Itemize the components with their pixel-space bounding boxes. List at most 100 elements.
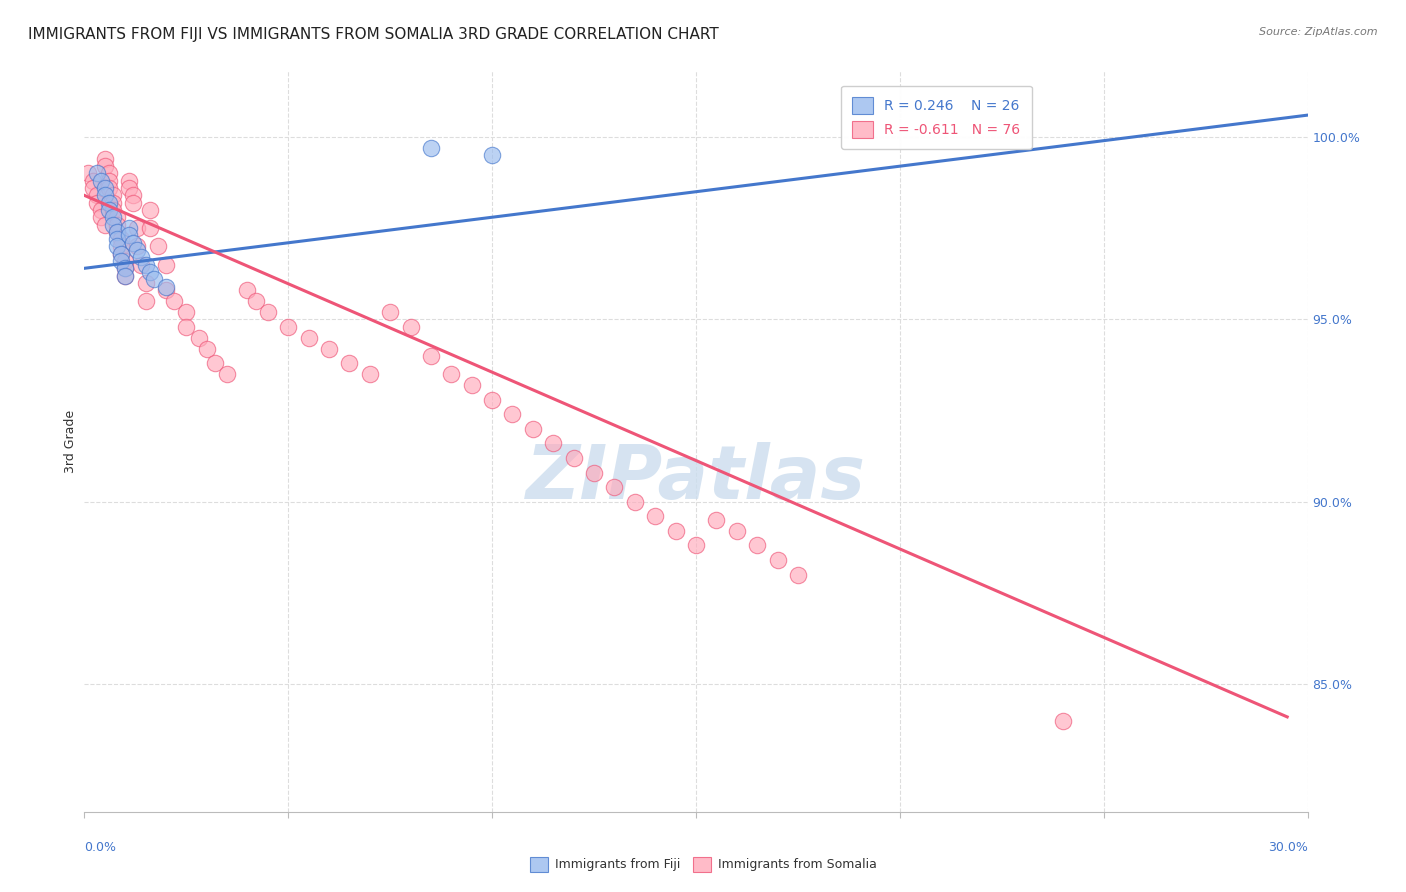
Point	[339, 356, 361, 370]
Point	[155, 283, 177, 297]
Point	[131, 258, 153, 272]
Point	[163, 294, 186, 309]
Point	[236, 283, 259, 297]
Point	[138, 221, 160, 235]
Point	[90, 174, 112, 188]
Point	[174, 305, 197, 319]
Point	[583, 466, 606, 480]
Point	[204, 356, 226, 370]
Point	[82, 181, 104, 195]
Point	[105, 232, 128, 246]
Point	[82, 174, 104, 188]
Point	[122, 235, 145, 250]
Point	[101, 211, 124, 225]
Point	[86, 188, 108, 202]
Point	[93, 181, 115, 195]
Point	[257, 305, 280, 319]
Point	[114, 254, 136, 268]
Point	[502, 407, 524, 421]
Legend: R = 0.246    N = 26, R = -0.611   N = 76: R = 0.246 N = 26, R = -0.611 N = 76	[841, 86, 1032, 149]
Point	[135, 258, 157, 272]
Point	[318, 342, 340, 356]
Point	[155, 258, 177, 272]
Point	[787, 567, 810, 582]
Point	[86, 195, 108, 210]
Point	[277, 319, 299, 334]
Point	[118, 181, 141, 195]
Point	[110, 239, 132, 253]
Point	[101, 195, 124, 210]
Point	[118, 174, 141, 188]
Point	[114, 268, 136, 283]
Point	[155, 279, 177, 293]
Point	[142, 272, 165, 286]
Point	[543, 436, 565, 450]
Point	[174, 319, 197, 334]
Point	[114, 261, 136, 276]
Point	[127, 239, 149, 253]
Point	[420, 141, 443, 155]
Point	[110, 246, 132, 260]
Point	[359, 367, 381, 381]
Point	[217, 367, 239, 381]
Point	[766, 553, 789, 567]
Point	[131, 251, 153, 265]
Point	[1052, 714, 1074, 728]
Point	[77, 166, 100, 180]
Point	[105, 225, 128, 239]
Point	[93, 188, 115, 202]
Point	[110, 254, 132, 268]
Point	[97, 202, 120, 217]
Point	[105, 218, 128, 232]
Point	[522, 422, 544, 436]
Point	[725, 524, 748, 538]
Point	[86, 166, 108, 180]
Point	[90, 211, 112, 225]
Text: 30.0%: 30.0%	[1268, 841, 1308, 855]
Point	[644, 509, 666, 524]
Point	[420, 349, 443, 363]
Point	[685, 539, 707, 553]
Point	[245, 294, 267, 309]
Point	[118, 228, 141, 243]
Point	[135, 276, 157, 290]
Point	[93, 218, 115, 232]
Point	[298, 330, 321, 344]
Point	[101, 202, 124, 217]
Point	[135, 294, 157, 309]
Point	[97, 174, 120, 188]
Point	[122, 188, 145, 202]
Point	[105, 239, 128, 253]
Point	[380, 305, 402, 319]
Point	[440, 367, 463, 381]
Text: ZIPatlas: ZIPatlas	[526, 442, 866, 515]
Point	[195, 342, 218, 356]
Text: 0.0%: 0.0%	[84, 841, 117, 855]
Point	[105, 211, 128, 225]
Point	[97, 166, 120, 180]
Point	[101, 218, 124, 232]
Text: Source: ZipAtlas.com: Source: ZipAtlas.com	[1260, 27, 1378, 37]
Point	[747, 539, 769, 553]
Point	[562, 450, 585, 465]
Point	[122, 195, 145, 210]
Point	[481, 392, 503, 407]
Point	[481, 148, 503, 162]
Point	[93, 159, 115, 173]
Point	[105, 225, 128, 239]
Point	[706, 513, 728, 527]
Y-axis label: 3rd Grade: 3rd Grade	[65, 410, 77, 473]
Legend: Immigrants from Fiji, Immigrants from Somalia: Immigrants from Fiji, Immigrants from So…	[524, 852, 882, 877]
Point	[118, 221, 141, 235]
Point	[138, 265, 160, 279]
Point	[93, 152, 115, 166]
Point	[114, 268, 136, 283]
Text: IMMIGRANTS FROM FIJI VS IMMIGRANTS FROM SOMALIA 3RD GRADE CORRELATION CHART: IMMIGRANTS FROM FIJI VS IMMIGRANTS FROM …	[28, 27, 718, 42]
Point	[127, 243, 149, 257]
Point	[399, 319, 422, 334]
Point	[187, 330, 209, 344]
Point	[138, 202, 160, 217]
Point	[665, 524, 688, 538]
Point	[603, 480, 626, 494]
Point	[461, 378, 484, 392]
